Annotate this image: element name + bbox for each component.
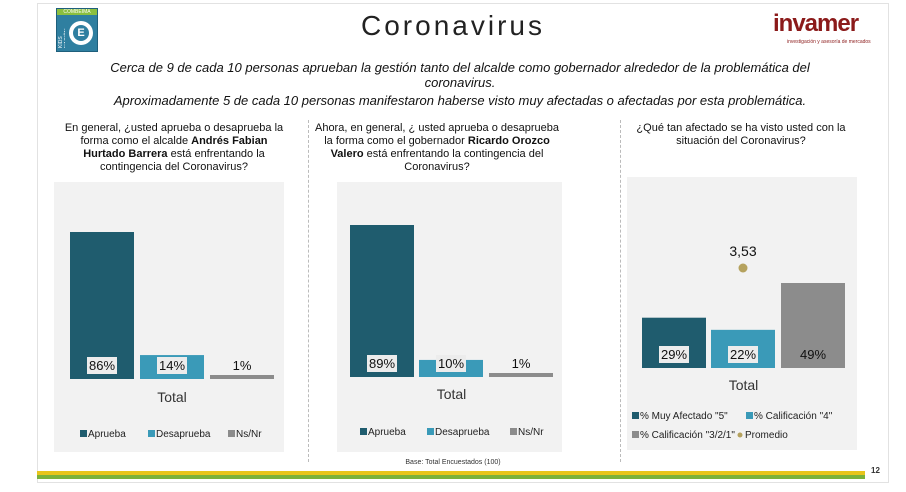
chart-1-data-label-bg-1	[87, 357, 117, 374]
brand-subtitle: investigación y asesoría de mercados	[787, 39, 871, 45]
chart-1-data-label-1: 86%	[89, 358, 115, 373]
chart-2-legend-swatch-2	[427, 428, 434, 435]
question-2: Ahora, en general, ¿ usted aprueba o des…	[312, 122, 562, 174]
headline-line-1: Cerca de 9 de cada 10 personas aprueban …	[110, 60, 810, 75]
question-3: ¿Qué tan afectado se ha visto usted con …	[612, 122, 870, 148]
chart-2-legend-label-3: Ns/Nr	[518, 427, 544, 438]
chart-1-legend-swatch-3	[228, 430, 235, 437]
footer-line-green	[37, 475, 865, 479]
chart-3-x-label: Total	[729, 377, 759, 393]
chart-3-legend-swatch-2	[746, 412, 753, 419]
question-3-text-b: situación del Coronavirus?	[676, 135, 806, 147]
chart-1-data-label-2: 14%	[159, 358, 185, 373]
chart-2-data-label-bg-1	[367, 355, 397, 372]
chart-2-data-label-bg-2	[436, 355, 466, 372]
chart-3-legend-swatch-promedio	[737, 432, 743, 438]
chart-1-bar-3	[210, 375, 274, 379]
chart-3-legend-label-1: % Muy Afectado "5"	[640, 411, 728, 422]
page-number: 12	[871, 466, 880, 475]
chart-3-data-label-3: 49%	[800, 347, 826, 362]
chart-3-data-label-1: 29%	[661, 347, 687, 362]
left-logo: COMBEIMA KIDS NACIÓN E	[56, 8, 98, 52]
chart-2-legend-label-1: Aprueba	[368, 427, 406, 438]
chart-1-legend-label-3: Ns/Nr	[236, 429, 262, 440]
question-1: En general, ¿usted aprueba o desaprueba …	[44, 122, 304, 174]
chart-3-legend-label-2: % Calificación "4"	[754, 411, 833, 422]
chart-2-data-label-1: 89%	[369, 356, 395, 371]
chart-2-x-label: Total	[437, 386, 467, 402]
left-logo-tag: COMBEIMA	[57, 9, 97, 15]
chart-3-bar-3	[781, 283, 845, 368]
chart-1-legend-swatch-1	[80, 430, 87, 437]
chart-1-x-label: Total	[157, 389, 187, 405]
chart-3-data-label-bg-1	[659, 346, 689, 363]
chart-2-data-label-3: 1%	[512, 356, 531, 371]
brand-name: invamer	[773, 10, 859, 37]
base-note: Base: Total Encuestados (100)	[405, 459, 501, 466]
question-1-text-b: forma como el alcalde	[80, 135, 192, 147]
chart-1-data-label-bg-2	[157, 357, 187, 374]
left-logo-circle: E	[69, 21, 93, 45]
footer-line-yellow	[37, 471, 865, 475]
chart-3-legend-label-3: % Calificación "3/2/1"	[640, 430, 735, 441]
chart-1-legend-label-1: Aprueba	[88, 429, 126, 440]
question-3-text-a: ¿Qué tan afectado se ha visto usted con …	[636, 122, 846, 134]
question-1-alcalde-name-2: Hurtado Barrera	[83, 148, 168, 160]
chart-2-bar-1	[350, 225, 414, 377]
headline-line-2: coronavirus.	[424, 75, 496, 90]
question-2-text-c: está enfrentando la contingencia del	[363, 148, 544, 160]
chart-3-promedio-point	[738, 263, 748, 273]
question-2-text-a: Ahora, en general, ¿ usted aprueba o des…	[314, 122, 559, 134]
chart-3-data-label-2: 22%	[730, 347, 756, 362]
question-1-text-c: está enfrentando la	[167, 148, 265, 160]
question-1-text-a: En general, ¿usted aprueba o desaprueba …	[64, 122, 284, 134]
chart-3-legend-swatch-1	[632, 412, 639, 419]
chart-1-legend-swatch-2	[148, 430, 155, 437]
question-2-gobernador-name-1: Ricardo Orozco	[467, 135, 550, 147]
left-logo-letter: E	[73, 25, 89, 41]
chart-2-legend-swatch-1	[360, 428, 367, 435]
chart-2-bar-3	[489, 373, 553, 377]
question-2-text-b: la forma como el gobernador	[324, 135, 468, 147]
chart-3-legend-swatch-3	[632, 431, 639, 438]
question-1-text-d: contingencia del Coronavirus?	[100, 161, 248, 173]
chart-3-legend-label-promedio: Promedio	[745, 430, 788, 441]
chart-1-data-label-3: 1%	[233, 358, 252, 373]
brand-logo: invamer investigación y asesoría de merc…	[773, 10, 883, 50]
question-2-text-d: Coronavirus?	[404, 161, 470, 173]
question-2-gobernador-name-2: Valero	[330, 148, 364, 160]
page-title: Coronavirus	[361, 10, 545, 41]
chart-3-promedio-label: 3,53	[729, 243, 756, 259]
question-1-alcalde-name-1: Andrés Fabian	[191, 135, 268, 147]
headline-line-3: Aproximadamente 5 de cada 10 personas ma…	[113, 93, 807, 108]
chart-3-data-label-bg-2	[728, 346, 758, 363]
chart-2-legend-label-2: Desaprueba	[435, 427, 490, 438]
chart-2-data-label-2: 10%	[438, 356, 464, 371]
chart-2-legend-swatch-3	[510, 428, 517, 435]
chart-1-legend-label-2: Desaprueba	[156, 429, 211, 440]
divider-1	[308, 120, 309, 462]
divider-2	[620, 120, 621, 462]
chart-1-bar-1	[70, 232, 134, 379]
